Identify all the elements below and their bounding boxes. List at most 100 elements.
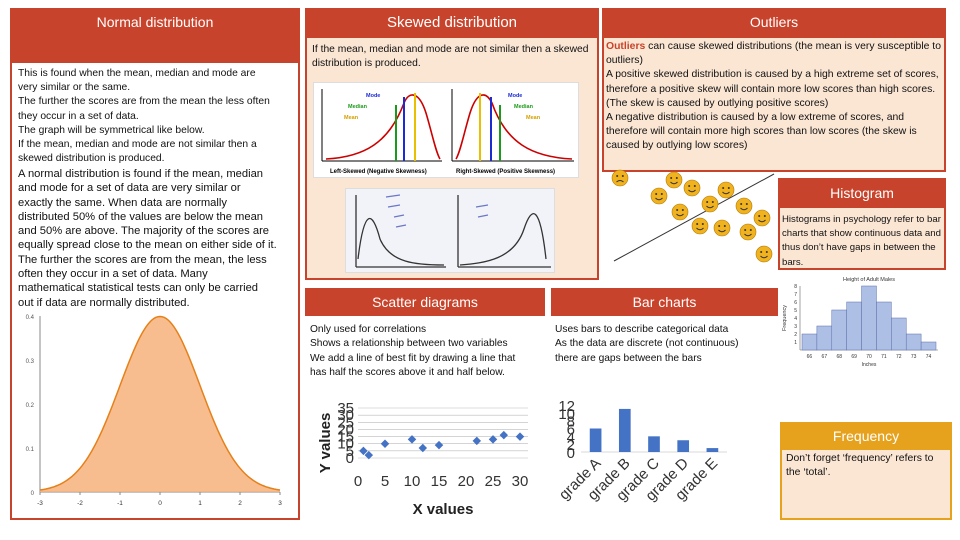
frequency-text: Don’t forget ‘frequency’ refers to the ‘… bbox=[786, 453, 937, 479]
smiley-mouth bbox=[744, 233, 752, 237]
smiley-mouth bbox=[655, 197, 663, 201]
y-axis-label: Frequency bbox=[782, 305, 788, 331]
y-tick-label: 25 bbox=[337, 414, 354, 431]
skewed-distribution-title: Skewed distribution bbox=[386, 14, 518, 31]
skew-caption: Left-Skewed (Negative Skewness) bbox=[330, 169, 427, 175]
histogram-bar bbox=[861, 285, 877, 351]
smiley-eye bbox=[723, 225, 726, 227]
x-tick-label: 69 bbox=[851, 354, 857, 360]
smiley-eye bbox=[655, 193, 658, 195]
smiley-eye bbox=[740, 203, 743, 205]
normal-distribution-text-large: A normal distribution is found if the me… bbox=[18, 167, 300, 310]
smiley-mouth bbox=[676, 213, 684, 217]
smiley-face-icon bbox=[671, 203, 689, 221]
x-tick-label: 25 bbox=[485, 473, 502, 490]
smiley-eye bbox=[722, 187, 725, 189]
histogram-chart-title: Height of Adult Males bbox=[843, 277, 895, 283]
smiley-eye bbox=[621, 175, 624, 177]
x-tick-label: -2 bbox=[77, 500, 83, 507]
histogram-header: Histogram bbox=[778, 178, 946, 208]
y-tick-label: 2 bbox=[794, 332, 797, 338]
bar-panel bbox=[551, 288, 778, 520]
x-tick-label: -1 bbox=[117, 500, 123, 507]
histogram-bar bbox=[891, 317, 907, 351]
smiley-eye bbox=[675, 177, 678, 179]
bar bbox=[677, 440, 690, 452]
x-tick-label: 10 bbox=[404, 473, 421, 490]
smiley-eye bbox=[727, 187, 730, 189]
smiley-eye bbox=[706, 201, 709, 203]
normal-distribution-header: Normal distribution bbox=[10, 8, 300, 63]
smiley-face bbox=[671, 203, 689, 221]
smiley-face bbox=[701, 195, 719, 213]
y-tick-label: 0.2 bbox=[26, 403, 35, 409]
outliers-highlight: Outliers bbox=[606, 41, 646, 52]
normal-line: The graph will be symmetrical like below… bbox=[18, 124, 205, 136]
smiley-eye bbox=[718, 225, 721, 227]
histogram-bar bbox=[846, 301, 862, 351]
y-tick-label: 5 bbox=[794, 308, 797, 314]
x-tick-label: 71 bbox=[881, 354, 887, 360]
outliers-title: Outliers bbox=[749, 14, 799, 30]
y-tick-label: 0 bbox=[31, 491, 35, 497]
skew-caption: Right-Skewed (Positive Skewness) bbox=[456, 169, 555, 175]
smiley-eye bbox=[688, 185, 691, 187]
smiley-mouth bbox=[616, 180, 624, 183]
bar bbox=[618, 408, 631, 452]
scatter-point bbox=[418, 443, 428, 453]
x-tick-label: 72 bbox=[896, 354, 902, 360]
smiley-face-icon bbox=[739, 223, 757, 241]
normal-line: skewed distribution is produced. bbox=[18, 153, 165, 165]
normal-curve-line bbox=[39, 315, 281, 491]
outliers-body: can cause skewed distributions (the mean… bbox=[606, 41, 941, 152]
smiley-mouth bbox=[670, 181, 678, 185]
y-tick-label: 0.3 bbox=[26, 359, 35, 365]
outliers-header: Outliers bbox=[602, 8, 946, 38]
smiley-face-icon bbox=[691, 217, 709, 235]
smiley-face-icon bbox=[717, 181, 735, 199]
smiley-face-icon bbox=[683, 179, 701, 197]
x-tick-label: 66 bbox=[807, 354, 813, 360]
smiley-face-icon bbox=[713, 219, 731, 237]
smiley-eye bbox=[758, 215, 761, 217]
histogram-bar bbox=[876, 301, 892, 351]
smiley-eye bbox=[676, 209, 679, 211]
x-tick-label: 70 bbox=[866, 354, 872, 360]
y-tick-label: 0.1 bbox=[26, 447, 35, 453]
scatter-text: Only used for correlations Shows a relat… bbox=[310, 324, 516, 379]
y-tick-label: 7 bbox=[794, 292, 797, 298]
bar-text: Uses bars to describe categorical data A… bbox=[555, 324, 739, 364]
skew-label: Median bbox=[348, 104, 368, 110]
y-axis-label: Y values bbox=[317, 413, 334, 474]
y-tick-label: 2 bbox=[567, 437, 575, 454]
x-axis-label: Inches bbox=[862, 362, 877, 368]
smiley-face bbox=[717, 181, 735, 199]
smiley-eye bbox=[760, 251, 763, 253]
frequency-title: Frequency bbox=[832, 428, 900, 444]
scatter-point bbox=[499, 430, 509, 440]
normal-line: they occur in a set of data. bbox=[18, 110, 139, 122]
histogram-bar bbox=[831, 309, 847, 351]
x-tick-label: 20 bbox=[458, 473, 475, 490]
smiley-face-icon bbox=[611, 169, 629, 187]
normal-line: exactly the same. When data are normally bbox=[18, 196, 227, 209]
bar-title: Bar charts bbox=[632, 294, 697, 310]
skewed-sketch-image bbox=[345, 188, 555, 273]
normal-line: very similar or the same. bbox=[18, 82, 131, 94]
normal-line: mathematical statistical tests can only … bbox=[18, 282, 259, 295]
smiley-face-icon bbox=[701, 195, 719, 213]
normal-distribution-text-small: This is found when the mean, median and … bbox=[18, 67, 298, 166]
normal-line: equally spread close to the mean on eith… bbox=[18, 239, 277, 252]
scatter-point bbox=[380, 439, 390, 448]
y-tick-label: 8 bbox=[794, 284, 797, 290]
y-tick-label: 30 bbox=[337, 407, 354, 424]
y-tick-label: 6 bbox=[794, 300, 797, 306]
histogram-bar bbox=[816, 325, 833, 351]
skewed-curves-image: Mode Median Mean Left-Skewed (Negative S… bbox=[313, 82, 579, 178]
x-tick-label: 5 bbox=[381, 473, 389, 490]
y-tick-label: 35 bbox=[337, 400, 354, 417]
scatter-title: Scatter diagrams bbox=[372, 294, 478, 310]
smiley-eye bbox=[693, 185, 696, 187]
smiley-eye bbox=[763, 215, 766, 217]
